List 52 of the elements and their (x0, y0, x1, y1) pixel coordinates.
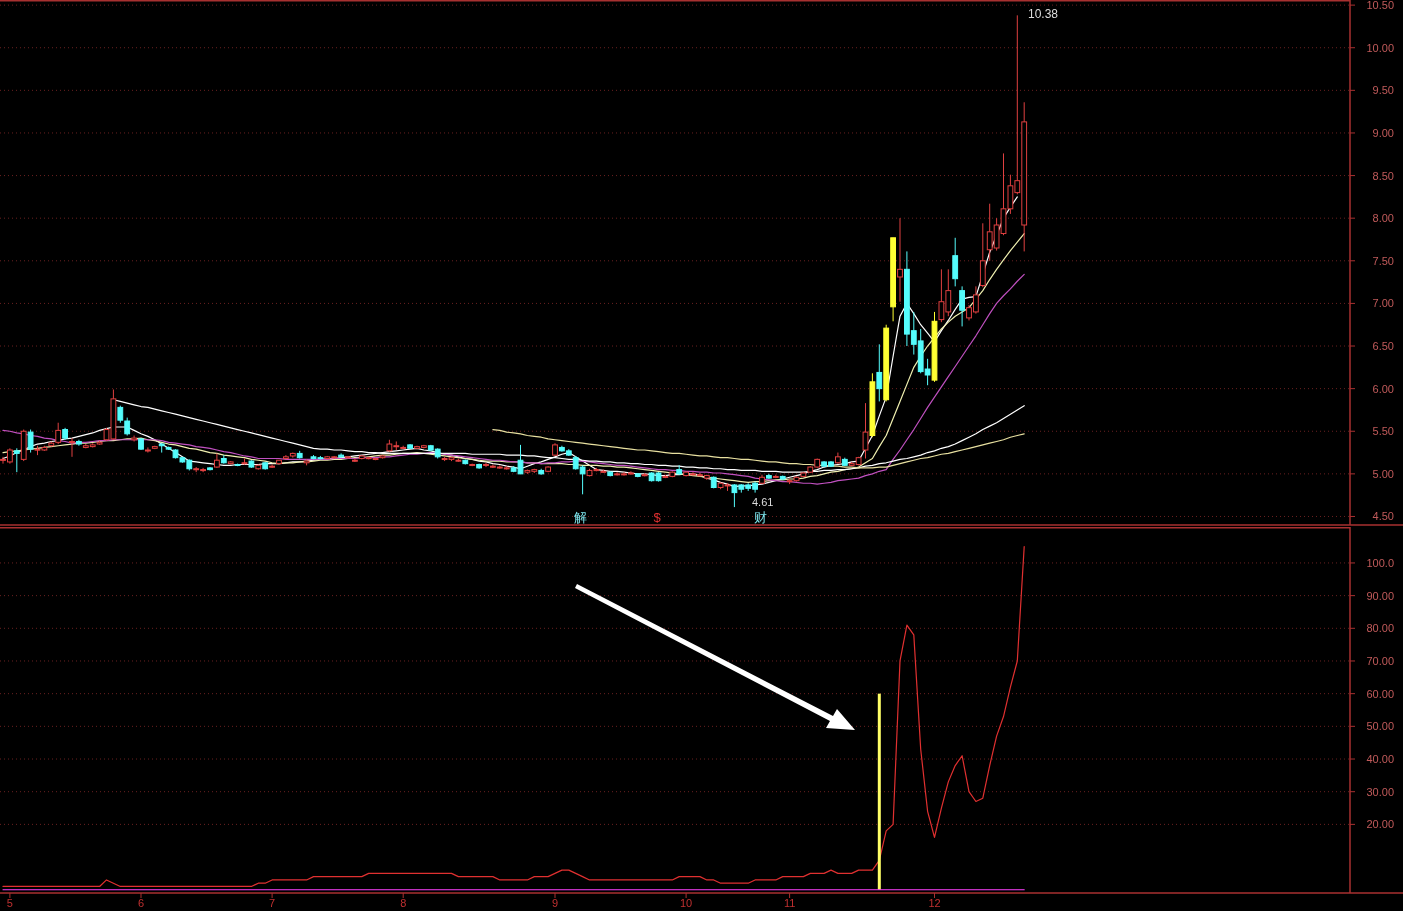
y-tick-label: 80.00 (1366, 622, 1394, 635)
candlestick (145, 446, 151, 454)
line-series (492, 428, 1025, 469)
y-tick-label: 20.00 (1366, 818, 1394, 831)
y-tick-label: 8.00 (1372, 212, 1394, 225)
x-tick-label: 7 (269, 897, 276, 909)
y-tick-label: 5.50 (1372, 425, 1394, 438)
x-tick-label: 5 (6, 897, 13, 909)
y-tick-label: 60.00 (1366, 687, 1394, 700)
y-tick-label: 30.00 (1366, 785, 1394, 798)
y-tick-label: 50.00 (1366, 720, 1394, 733)
candlestick (897, 217, 903, 303)
x-tick-label: 9 (551, 897, 559, 909)
y-tick-label: 4.50 (1372, 510, 1394, 523)
y-tick-label: 9.00 (1372, 126, 1394, 139)
candlestick (959, 285, 965, 327)
x-tick-label: 12 (928, 897, 941, 909)
y-tick-label: 7.50 (1372, 254, 1394, 267)
candlestick (952, 237, 959, 287)
annotation: $ (653, 510, 662, 525)
y-tick-label: 10.00 (1366, 41, 1394, 54)
text: 10.38 (1028, 7, 1059, 21)
candlestick (862, 402, 869, 460)
x-tick-label: 10 (679, 897, 693, 909)
line-series (2, 546, 1025, 888)
y-tick-label: 6.50 (1372, 340, 1394, 353)
candlestick (269, 463, 275, 469)
candlestick (13, 447, 20, 473)
x-tick-label: 11 (783, 897, 796, 909)
candlestick (338, 452, 344, 459)
y-tick-label: 9.50 (1372, 84, 1394, 97)
x-tick-label: 8 (400, 897, 407, 909)
y-tick-label: 7.00 (1372, 297, 1394, 310)
annotation: 财 (753, 510, 767, 525)
y-tick-label: 90.00 (1366, 589, 1394, 602)
candlestick (27, 429, 34, 454)
line-series (2, 273, 1025, 485)
y-tick-label: 10.50 (1366, 0, 1394, 12)
candlestick (483, 462, 489, 468)
y-tick-label: 6.00 (1372, 382, 1394, 395)
x-tick-label: 6 (137, 897, 145, 909)
annotation: 解 (573, 510, 587, 525)
y-tick-label: 8.50 (1372, 169, 1394, 182)
y-tick-label: 100.0 (1366, 556, 1394, 569)
candlestick (55, 422, 62, 445)
candlestick (214, 452, 220, 469)
candlestick (876, 343, 883, 402)
candlestick (69, 437, 75, 458)
annotation: 4.61 (752, 496, 774, 508)
y-tick-label: 5.00 (1372, 467, 1394, 480)
y-tick-label: 70.00 (1366, 654, 1394, 667)
y-tick-label: 40.00 (1366, 753, 1394, 766)
